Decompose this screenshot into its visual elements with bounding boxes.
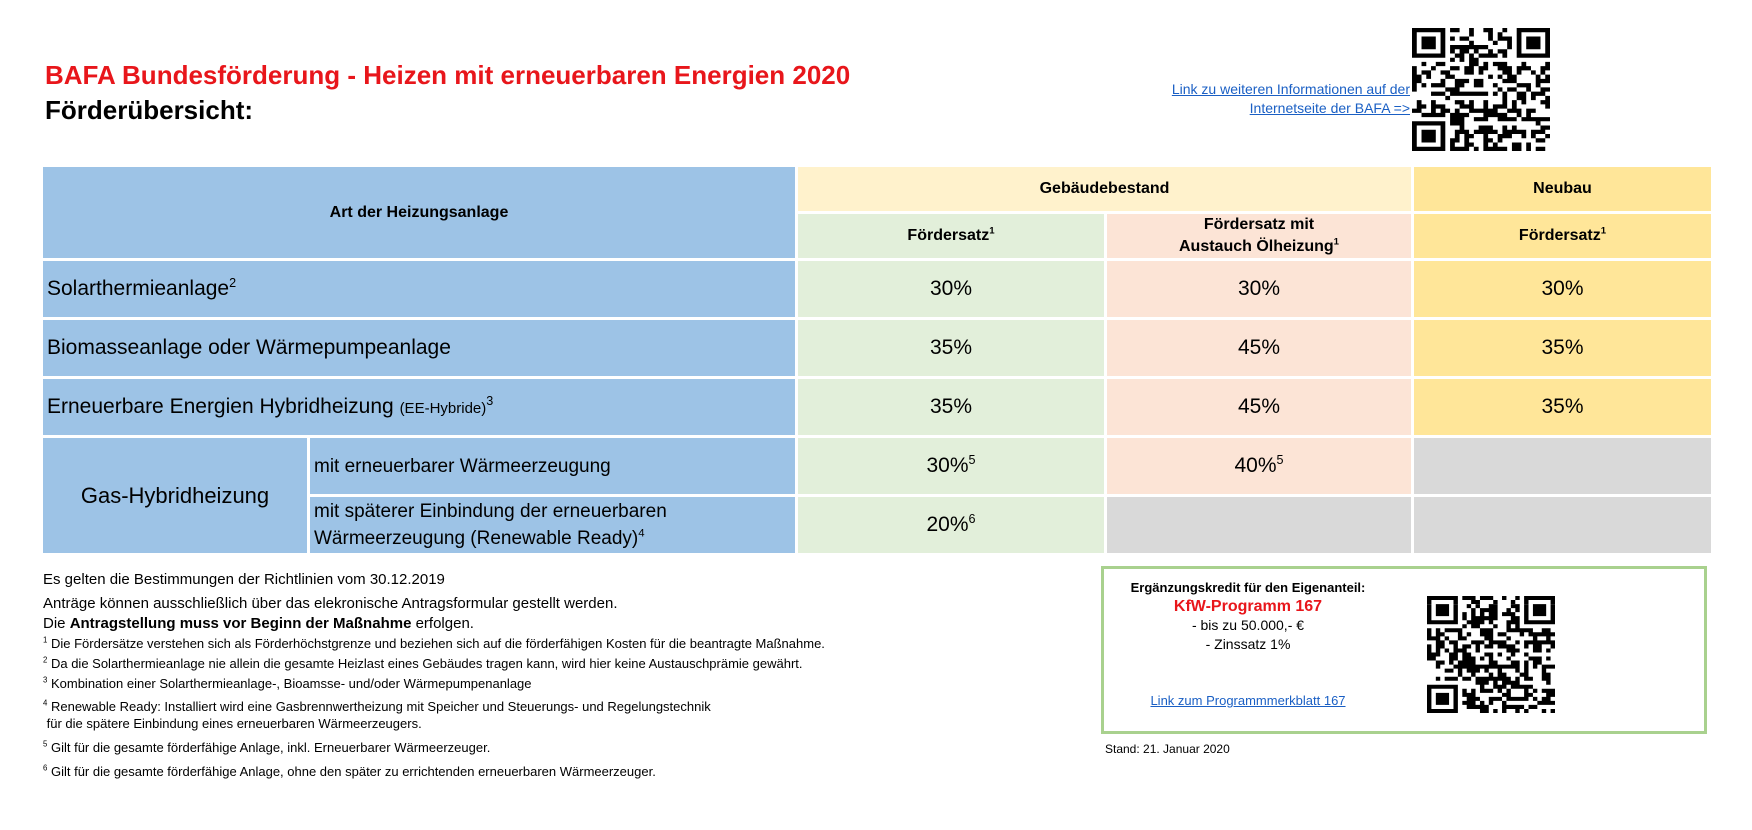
kfw-info: Ergänzungskredit für den Eigenanteil: Kf… — [1118, 580, 1378, 654]
cell-bestand: 30%5 — [795, 435, 1107, 497]
cell-empty — [1411, 494, 1714, 556]
footnote-2: 2 Da die Solarthermieanlage nie allein d… — [43, 655, 803, 671]
bafa-info-link[interactable]: Link zu weiteren Informationen auf der I… — [1100, 80, 1410, 118]
page-title: BAFA Bundesförderung - Heizen mit erneue… — [45, 60, 851, 90]
row-label-ee-hybrid: Erneuerbare Energien Hybridheizung (EE-H… — [40, 376, 798, 438]
table-row: Erneuerbare Energien Hybridheizung (EE-H… — [40, 376, 1714, 438]
funding-table: Art der Heizungsanlage Gebäudebestand Ne… — [40, 164, 1714, 556]
cell-empty — [1104, 494, 1414, 556]
header-foerdersatz-bestand: Fördersatz1 — [795, 211, 1107, 261]
bafa-link-line1: Link zu weiteren Informationen auf der — [1171, 81, 1410, 97]
header-foerdersatz-oel: Fördersatz mit Austauch Ölheizung1 — [1104, 211, 1414, 261]
header-foerdersatz-neubau: Fördersatz1 — [1411, 211, 1714, 261]
cell-neubau: 35% — [1411, 317, 1714, 379]
table-row: Solarthermieanlage2 30% 30% 30% — [40, 258, 1714, 320]
row-label-solar: Solarthermieanlage2 — [40, 258, 798, 320]
footnote-5: 5 Gilt für die gesamte förderfähige Anla… — [43, 739, 491, 755]
table-row: mit späterer Einbindung der erneuerbaren… — [42, 494, 1714, 556]
header-neubau: Neubau — [1411, 164, 1714, 214]
kfw-qr-code-icon[interactable] — [1427, 596, 1555, 713]
footnote-6: 6 Gilt für die gesamte förderfähige Anla… — [43, 763, 656, 779]
page-subtitle: Förderübersicht: — [45, 95, 254, 125]
bafa-link-line2: Internetseite der BAFA => — [1249, 100, 1410, 116]
note-richtlinien: Es gelten die Bestimmungen der Richtlini… — [43, 571, 445, 588]
cell-neubau: 30% — [1411, 258, 1714, 320]
cell-empty — [1411, 435, 1714, 497]
table-row: Biomasseanlage oder Wärmepumpeanlage 35%… — [40, 317, 1714, 379]
cell-oel: 45% — [1104, 317, 1414, 379]
footnote-4: 4 Renewable Ready: Installiert wird eine… — [43, 698, 711, 731]
footnote-1: 1 Die Fördersätze verstehen sich als För… — [43, 635, 825, 651]
footnote-3: 3 Kombination einer Solarthermieanlage-,… — [43, 675, 532, 691]
header-gebaeudebestand: Gebäudebestand — [795, 164, 1414, 214]
cell-bestand: 20%6 — [795, 494, 1107, 556]
note-antragstellung: Die Antragstellung muss vor Beginn der M… — [43, 615, 474, 632]
cell-oel: 30% — [1104, 258, 1414, 320]
stand-date: Stand: 21. Januar 2020 — [1105, 742, 1230, 756]
table-row: Gas-Hybridheizung mit erneuerbarer Wärme… — [40, 435, 1714, 556]
header-art: Art der Heizungsanlage — [40, 164, 798, 261]
kfw-item-rate: - Zinssatz 1% — [1205, 636, 1291, 652]
note-antraege: Anträge können ausschließlich über das e… — [43, 595, 618, 612]
bafa-qr-code-icon[interactable] — [1412, 28, 1550, 151]
kfw-heading: Ergänzungskredit für den Eigenanteil: — [1130, 580, 1366, 595]
cell-oel: 40%5 — [1104, 435, 1414, 497]
cell-bestand: 35% — [795, 317, 1107, 379]
kfw-merkblatt-link[interactable]: Link zum Programmmerkblatt 167 — [1150, 693, 1346, 708]
kfw-item-amount: - bis zu 50.000,- € — [1191, 617, 1305, 633]
row-label-gas-hybrid: Gas-Hybridheizung — [40, 435, 310, 556]
row-sublabel-renewable-ready: mit späterer Einbindung der erneuerbaren… — [307, 494, 798, 556]
kfw-program: KfW-Programm 167 — [1173, 598, 1323, 615]
cell-oel: 45% — [1104, 376, 1414, 438]
cell-bestand: 35% — [795, 376, 1107, 438]
cell-neubau: 35% — [1411, 376, 1714, 438]
notes-section: Es gelten die Bestimmungen der Richtlini… — [43, 570, 825, 782]
kfw-box — [1101, 566, 1707, 734]
row-label-biomasse: Biomasseanlage oder Wärmepumpeanlage — [40, 317, 798, 379]
row-sublabel-erneuerbar: mit erneuerbarer Wärmeerzeugung — [307, 435, 798, 497]
cell-bestand: 30% — [795, 258, 1107, 320]
